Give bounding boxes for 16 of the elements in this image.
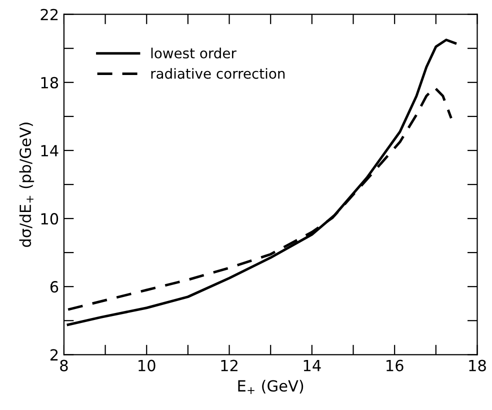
x-axis-title: E$_{+}$ (GeV)	[238, 380, 304, 394]
x-tick-label: 18	[469, 360, 486, 372]
y-tick-label: 14	[41, 145, 58, 156]
x-tick-label: 16	[386, 360, 404, 372]
y-tick-label: 6	[50, 281, 58, 293]
y-tick-label: 18	[41, 76, 58, 88]
x-tick-label: 8	[60, 360, 68, 372]
y-tick-label: 2	[50, 349, 58, 360]
x-tick-label: 10	[138, 360, 156, 372]
legend-label: lowest order	[151, 48, 236, 58]
y-axis-title: dσ/dE$_{+}$ (pb/GeV)	[19, 122, 34, 247]
y-tick-label: 22	[40, 8, 58, 20]
x-tick-label: 12	[221, 360, 238, 372]
legend-label: radiative correction	[151, 68, 285, 79]
x-tick-label: 14	[304, 360, 321, 372]
y-tick-label: 10	[41, 212, 58, 225]
